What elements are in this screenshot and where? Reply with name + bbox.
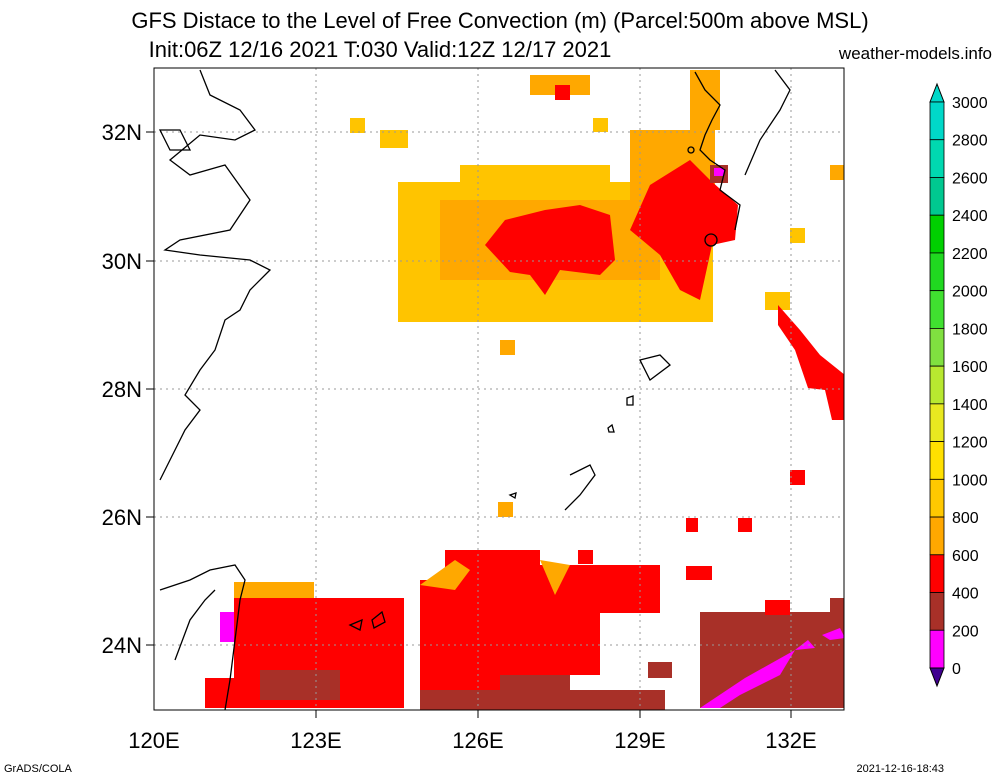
footer-credit: GrADS/COLA	[4, 763, 72, 775]
colorbar-label: 1800	[952, 321, 988, 338]
cell	[578, 550, 593, 564]
colorbar-label: 400	[952, 586, 979, 603]
colorbar-label: 600	[952, 548, 979, 565]
colorbar-swatch	[929, 290, 945, 329]
colorbar-label: 3000	[952, 95, 988, 112]
lon-label: 126E	[452, 728, 503, 753]
lfc-field	[154, 68, 844, 710]
colorbar-swatch	[929, 441, 945, 480]
colorbar-swatch	[929, 252, 945, 292]
axis-ticks	[146, 131, 792, 718]
colorbar-bottom-arrow	[929, 667, 945, 688]
colorbar-top-arrow	[929, 82, 945, 103]
colorbar-swatch	[929, 327, 945, 367]
cell	[738, 518, 752, 532]
colorbar-swatch	[929, 629, 945, 669]
cell	[686, 518, 698, 532]
cell	[498, 502, 513, 517]
chart-subtitle: Init:06Z 12/16 2021 T:030 Valid:12Z 12/1…	[148, 37, 612, 62]
colorbar: 3000280026002400220020001800160014001200…	[929, 82, 988, 688]
lat-label: 30N	[102, 249, 142, 274]
colorbar-swatch	[929, 214, 945, 254]
colorbar-swatch	[929, 478, 945, 518]
colorbar-label: 2400	[952, 208, 988, 225]
colorbar-label: 1600	[952, 359, 988, 376]
colorbar-swatch	[929, 139, 945, 178]
lon-label: 129E	[614, 728, 665, 753]
colorbar-label: 1000	[952, 472, 988, 489]
colorbar-label: 2600	[952, 170, 988, 187]
lon-label: 120E	[128, 728, 179, 753]
colorbar-label: 800	[952, 510, 979, 527]
cell	[790, 470, 805, 485]
colorbar-label: 2800	[952, 133, 988, 150]
lat-label: 24N	[102, 633, 142, 658]
graticule	[154, 68, 844, 710]
north-cluster	[350, 70, 844, 420]
lat-label: 26N	[102, 505, 142, 530]
cell	[686, 566, 712, 580]
lat-label: 32N	[102, 120, 142, 145]
colorbar-swatch	[929, 403, 945, 443]
colorbar-label: 1400	[952, 397, 988, 414]
colorbar-swatch	[929, 101, 945, 141]
colorbar-swatch	[929, 177, 945, 216]
chart-title: GFS Distace to the Level of Free Convect…	[131, 8, 869, 33]
colorbar-swatch	[929, 516, 945, 556]
footer-timestamp: 2021-12-16-18:43	[856, 763, 944, 775]
lon-label: 132E	[765, 728, 816, 753]
colorbar-label: 2200	[952, 246, 988, 263]
colorbar-label: 200	[952, 623, 979, 640]
lat-label: 28N	[102, 377, 142, 402]
coastlines	[158, 69, 791, 710]
colorbar-swatch	[929, 592, 945, 631]
colorbar-label: 1200	[952, 435, 988, 452]
colorbar-swatch	[929, 554, 945, 593]
south-cluster	[205, 550, 844, 710]
lon-label: 123E	[290, 728, 341, 753]
colorbar-label: 2000	[952, 284, 988, 301]
source-label: weather-models.info	[838, 44, 992, 63]
colorbar-label: 0	[952, 661, 961, 678]
colorbar-swatch	[929, 365, 945, 405]
